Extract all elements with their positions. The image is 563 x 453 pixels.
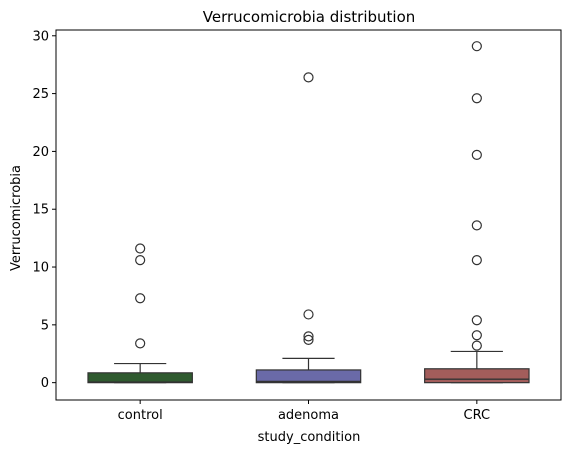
plot-area: 0 5 10 15 20 25 30 control adenoma CRC: [32, 29, 562, 423]
outlier-point: [471, 330, 482, 341]
x-tick-label: control: [118, 408, 163, 423]
box-CRC: [424, 368, 530, 384]
y-axis-label: Verrucomicrobia: [9, 165, 24, 271]
outlier-point: [471, 315, 482, 326]
box-control: [87, 372, 193, 384]
outlier-point: [303, 331, 314, 342]
outlier-point: [303, 309, 314, 320]
y-tick-label: 15: [32, 203, 49, 218]
y-tick-label: 30: [32, 29, 49, 44]
y-tick-label: 20: [32, 145, 49, 160]
outlier-point: [303, 334, 314, 345]
y-tick-label: 10: [32, 261, 49, 276]
chart-title: Verrucomicrobia distribution: [203, 8, 416, 26]
box-adenoma: [255, 369, 362, 384]
outlier-point: [471, 220, 482, 231]
y-tick-label: 0: [41, 376, 49, 391]
x-tick-label: CRC: [464, 408, 491, 423]
outlier-point: [135, 254, 146, 266]
outlier-point: [471, 93, 482, 104]
outlier-point: [135, 243, 146, 254]
outlier-point: [135, 293, 146, 304]
outlier-point: [471, 340, 482, 351]
outlier-point: [471, 254, 482, 266]
y-tick-label: 5: [41, 318, 49, 333]
x-tick-label: adenoma: [278, 408, 339, 423]
outlier-point: [471, 149, 482, 160]
y-tick-label: 25: [32, 87, 49, 102]
x-axis-label: study_condition: [258, 430, 361, 445]
outlier-point: [303, 72, 314, 83]
outlier-point: [135, 338, 146, 349]
outlier-point: [471, 41, 482, 52]
